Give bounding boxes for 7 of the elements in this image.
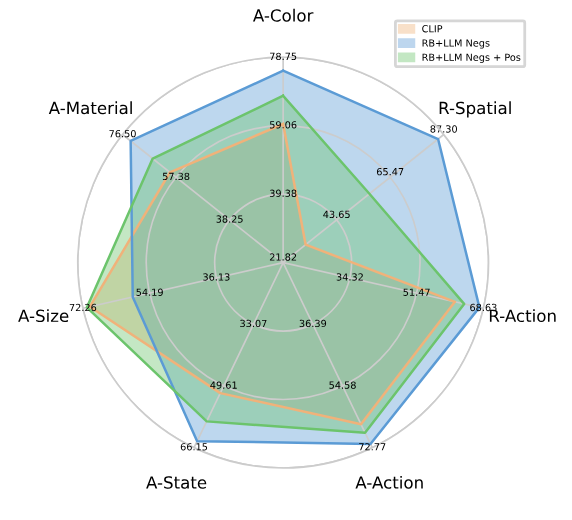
spoke-label: R-Action [489,309,556,323]
spoke-label: A-Color [252,8,314,22]
spoke-label: A-Action [355,475,423,489]
spoke-label: R-Spatial [439,101,511,118]
spoke-label: A-Size [18,309,69,323]
spoke-label: A-State [146,476,207,489]
spoke-label: A-Material [48,101,132,115]
